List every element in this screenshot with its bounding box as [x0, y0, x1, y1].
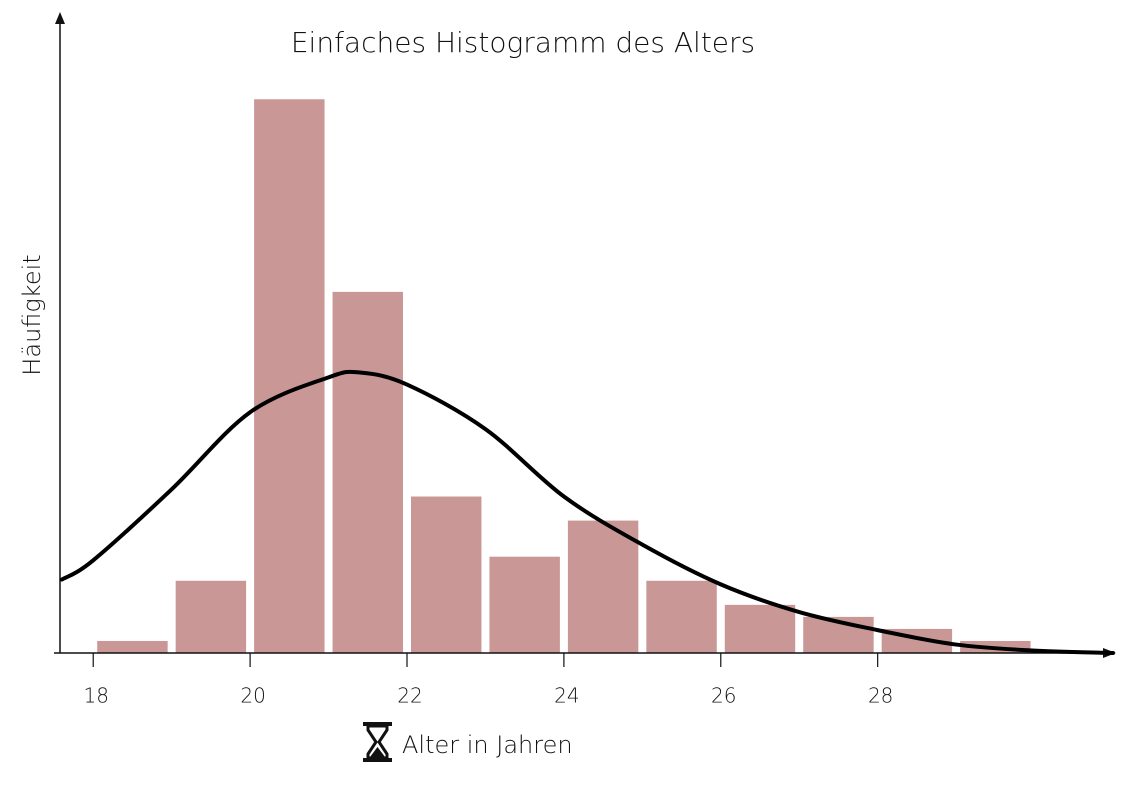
bar [724, 604, 796, 653]
bar [489, 556, 560, 653]
x-axis-label: Alter in Jahren [402, 731, 573, 759]
bar [646, 580, 717, 653]
hourglass-icon [363, 722, 392, 762]
bar [411, 496, 482, 653]
x-tick-label: 18 [83, 684, 108, 708]
x-tick-label: 20 [240, 684, 265, 708]
bar [175, 580, 247, 653]
y-axis-label: Häufigkeit [18, 254, 46, 375]
density-curve [59, 369, 1115, 655]
bar [567, 520, 639, 653]
x-tick-label: 22 [397, 684, 422, 708]
x-tick-label: 24 [554, 684, 579, 708]
bar [254, 99, 325, 653]
bars [97, 99, 1031, 653]
chart-title: Einfaches Histogramm des Alters [291, 26, 755, 59]
x-tick-label: 26 [711, 684, 736, 708]
bar [97, 640, 168, 653]
bar [332, 291, 403, 653]
y-axis-arrow [55, 12, 65, 24]
x-tick-label: 28 [868, 684, 893, 708]
